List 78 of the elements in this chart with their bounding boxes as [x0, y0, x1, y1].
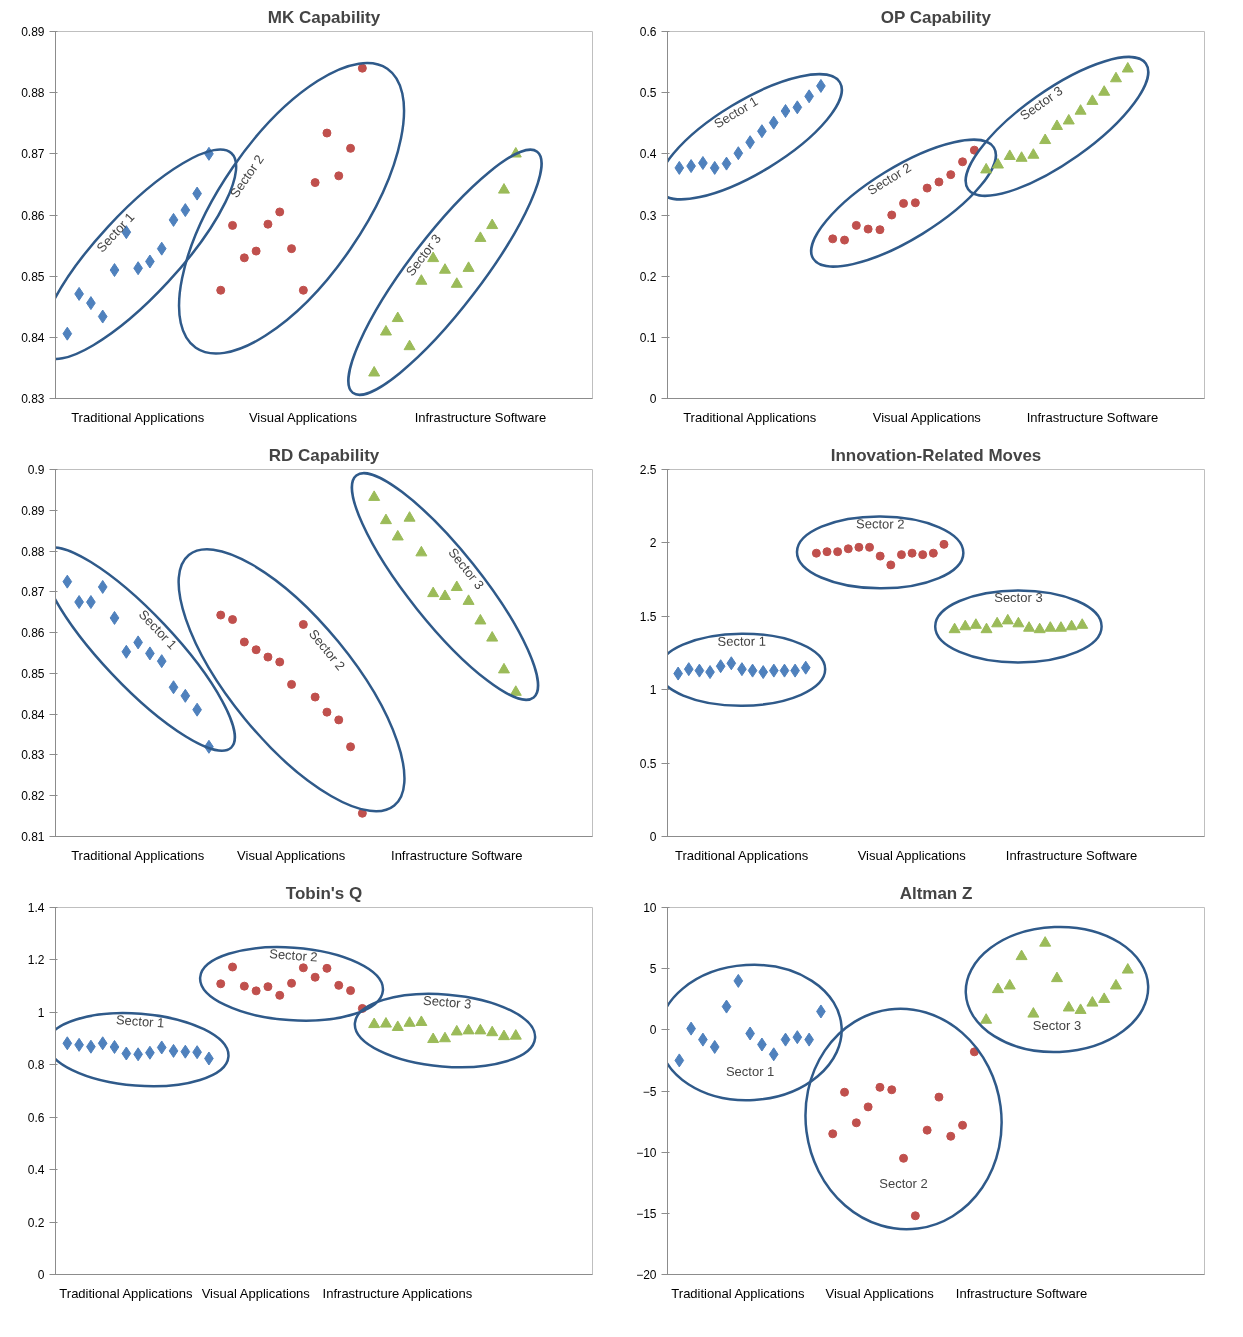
- series-label: Sector 1: [725, 1064, 775, 1080]
- x-tick-label: Traditional Applications: [71, 409, 205, 425]
- series-label: Sector 3: [422, 992, 472, 1012]
- x-tick-label: Infrastructure Software: [1026, 409, 1159, 425]
- y-tick-label: 0.89: [21, 25, 45, 39]
- chart-title: Tobin's Q: [285, 883, 363, 903]
- chart-title: MK Capability: [267, 7, 381, 27]
- y-tick-label: 0.88: [21, 86, 45, 101]
- y-tick-label: 1.4: [27, 901, 45, 915]
- x-tick-label: Infrastructure Software: [414, 409, 547, 425]
- y-tick-label: 0.85: [21, 666, 45, 681]
- y-tick-label: 0.4: [27, 1163, 45, 1178]
- y-tick-label: 0.82: [21, 789, 45, 804]
- series-label: Sector 1: [717, 633, 766, 649]
- y-tick-label: 0.5: [639, 756, 657, 771]
- y-tick-label: 0.83: [21, 392, 45, 406]
- y-tick-label: 2: [649, 536, 657, 551]
- y-tick-label: 2.5: [639, 463, 657, 477]
- y-tick-label: 0: [649, 1023, 657, 1038]
- x-tick-label: Visual Applications: [857, 847, 967, 863]
- y-tick-label: 0.8: [27, 1058, 45, 1073]
- series-label: Sector 1: [115, 1012, 165, 1031]
- y-tick-label: 0.3: [639, 208, 657, 223]
- x-tick-label: Infrastructure Applications: [322, 1285, 473, 1301]
- y-tick-label: −5: [642, 1084, 657, 1099]
- y-tick-label: 0.88: [21, 544, 45, 559]
- y-tick-label: −10: [636, 1145, 657, 1160]
- y-tick-label: 0.4: [639, 147, 657, 162]
- series-label: Sector 2: [268, 946, 319, 965]
- x-tick-label: Visual Applications: [237, 847, 346, 863]
- x-tick-label: Traditional Applications: [674, 847, 809, 863]
- y-tick-label: 0.85: [21, 269, 45, 284]
- chart-title: Altman Z: [899, 883, 973, 903]
- x-tick-label: Infrastructure Software: [1005, 847, 1138, 863]
- y-tick-label: 0.81: [21, 830, 45, 844]
- chart-title: RD Capability: [268, 445, 380, 465]
- x-tick-label: Visual Applications: [248, 409, 358, 425]
- chart-title: OP Capability: [880, 7, 992, 27]
- x-tick-label: Traditional Applications: [671, 1285, 806, 1301]
- y-tick-label: 0: [37, 1268, 45, 1282]
- y-tick-label: 1.5: [639, 609, 657, 624]
- x-tick-label: Traditional Applications: [59, 1285, 194, 1301]
- y-tick-label: 0.86: [21, 208, 45, 223]
- y-tick-label: 0.5: [639, 86, 657, 101]
- y-tick-label: 0.2: [639, 269, 657, 284]
- y-tick-label: 0.83: [21, 748, 45, 763]
- x-tick-label: Visual Applications: [825, 1285, 935, 1301]
- y-tick-label: 0.9: [27, 463, 45, 477]
- series-label: Sector 2: [879, 1175, 928, 1191]
- x-tick-label: Infrastructure Software: [955, 1285, 1088, 1301]
- x-tick-label: Visual Applications: [201, 1285, 311, 1301]
- x-tick-label: Traditional Applications: [683, 409, 817, 425]
- y-tick-label: 0.87: [21, 147, 45, 162]
- y-tick-label: 0.89: [21, 503, 45, 518]
- y-tick-label: 0.6: [27, 1110, 45, 1125]
- y-tick-label: 0.86: [21, 626, 45, 641]
- y-tick-label: 1: [649, 683, 657, 698]
- y-tick-label: 0.6: [639, 25, 657, 39]
- y-tick-label: 0.2: [27, 1215, 45, 1230]
- series-label: Sector 3: [994, 590, 1043, 606]
- y-tick-label: −20: [636, 1268, 657, 1282]
- y-tick-label: 0.84: [21, 330, 45, 345]
- series-label: Sector 2: [856, 516, 905, 532]
- y-tick-label: 0: [649, 392, 657, 406]
- y-tick-label: 10: [643, 901, 657, 915]
- y-tick-label: 0.1: [639, 330, 657, 345]
- y-tick-label: 1.2: [27, 953, 45, 968]
- chart-title: Innovation-Related Moves: [830, 445, 1042, 465]
- x-tick-label: Traditional Applications: [71, 847, 205, 863]
- y-tick-label: 5: [649, 962, 657, 977]
- x-tick-label: Infrastructure Software: [391, 847, 523, 863]
- y-tick-label: 0.84: [21, 707, 45, 722]
- y-tick-label: 1: [37, 1005, 45, 1020]
- y-tick-label: −15: [636, 1206, 657, 1221]
- x-tick-label: Visual Applications: [872, 409, 982, 425]
- y-tick-label: 0: [649, 830, 657, 844]
- series-label: Sector 3: [1032, 1018, 1082, 1034]
- y-tick-label: 0.87: [21, 585, 45, 600]
